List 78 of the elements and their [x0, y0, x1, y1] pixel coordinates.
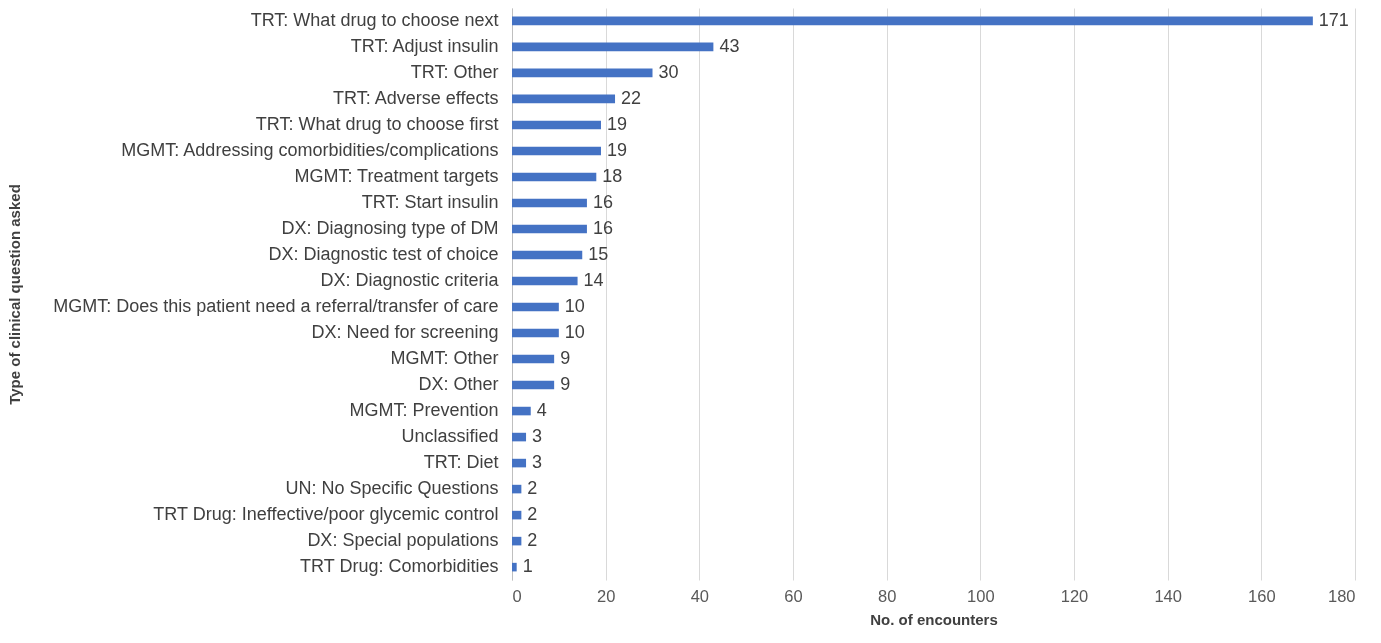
y-tick-label: TRT: What drug to choose first: [255, 113, 499, 134]
y-tick-label: TRT Drug: Comorbidities: [300, 556, 499, 577]
x-tick-label: 140: [1154, 586, 1182, 605]
data-label: 19: [606, 113, 628, 134]
y-tick-label: MGMT: Addressing comorbidities/complications: [121, 139, 499, 160]
bar: [512, 172, 597, 182]
bar: [512, 536, 522, 546]
data-label: 18: [602, 165, 623, 186]
data-label: 2: [527, 504, 538, 525]
y-tick-label: UN: No Specific Questions: [285, 478, 499, 499]
bar: [512, 120, 601, 130]
data-label: 43: [719, 35, 740, 56]
x-axis-title: No. of encounters: [870, 611, 998, 628]
y-tick-label: MGMT: Prevention: [349, 400, 499, 421]
y-tick-label: DX: Diagnostic test of choice: [268, 243, 499, 264]
y-tick-label: TRT: Other: [410, 61, 499, 82]
data-label: 171: [1318, 9, 1349, 30]
bar: [512, 42, 714, 52]
x-tick-label: 0: [512, 586, 522, 605]
data-label: 16: [592, 191, 613, 212]
data-label: 19: [606, 139, 628, 160]
x-tick-label: 80: [877, 586, 897, 605]
x-tick-label: 20: [596, 586, 616, 605]
bar: [512, 302, 559, 312]
bar: [512, 250, 583, 260]
data-label: 2: [527, 530, 538, 551]
data-label: 3: [532, 452, 543, 473]
bar: [512, 380, 555, 390]
bar: [512, 198, 587, 208]
bar: [512, 510, 522, 520]
y-tick-label: TRT: Diet: [423, 452, 499, 473]
x-tick-label: 60: [784, 586, 803, 605]
y-axis-title: Type of clinical question asked: [5, 184, 23, 405]
bar: [512, 406, 531, 416]
data-label: 14: [583, 269, 604, 290]
x-tick-label: 120: [1060, 586, 1089, 605]
y-tick-label: DX: Diagnostic criteria: [320, 269, 500, 290]
bar: [512, 458, 527, 468]
bar: [512, 146, 601, 156]
data-label: 9: [560, 348, 571, 369]
x-tick-label: 160: [1248, 586, 1276, 605]
bar: [512, 354, 555, 364]
y-tick-label: TRT: What drug to choose next: [250, 9, 499, 30]
data-label: 22: [621, 87, 642, 108]
y-tick-label: TRT: Adverse effects: [333, 87, 499, 108]
y-tick-label: DX: Other: [418, 374, 499, 395]
y-tick-label: TRT: Adjust insulin: [350, 35, 499, 56]
bar: [512, 16, 1313, 26]
bar: [512, 276, 578, 286]
data-label: 16: [592, 217, 613, 238]
bar: [512, 68, 653, 78]
data-label: 3: [532, 426, 543, 447]
y-tick-label: MGMT: Other: [390, 348, 499, 369]
y-tick-label: Unclassified: [401, 426, 499, 447]
bar: [512, 562, 517, 572]
y-tick-label: TRT Drug: Ineffective/poor glycemic control: [153, 504, 499, 525]
data-label: 9: [560, 374, 571, 395]
data-label: 30: [658, 61, 679, 82]
data-label: 15: [588, 243, 609, 264]
data-label: 10: [564, 296, 585, 317]
bar: [512, 432, 527, 442]
y-tick-label: MGMT: Treatment targets: [294, 165, 499, 186]
data-label: 4: [536, 400, 547, 421]
y-tick-label: DX: Diagnosing type of DM: [281, 217, 499, 238]
bar: [512, 328, 559, 338]
y-tick-label: DX: Special populations: [307, 530, 499, 551]
bar: [512, 224, 587, 234]
data-label: 1: [522, 556, 533, 577]
x-tick-label: 40: [690, 586, 710, 605]
data-label: 2: [527, 478, 538, 499]
bar: [512, 94, 616, 104]
bar: [512, 484, 522, 494]
y-tick-label: TRT: Start insulin: [361, 191, 499, 212]
data-label: 10: [564, 322, 585, 343]
x-tick-label: 100: [967, 586, 995, 605]
y-tick-label: MGMT: Does this patient need a referral/transfer of care: [53, 296, 499, 317]
x-tick-label: 180: [1327, 586, 1356, 605]
y-tick-label: DX: Need for screening: [311, 322, 499, 343]
